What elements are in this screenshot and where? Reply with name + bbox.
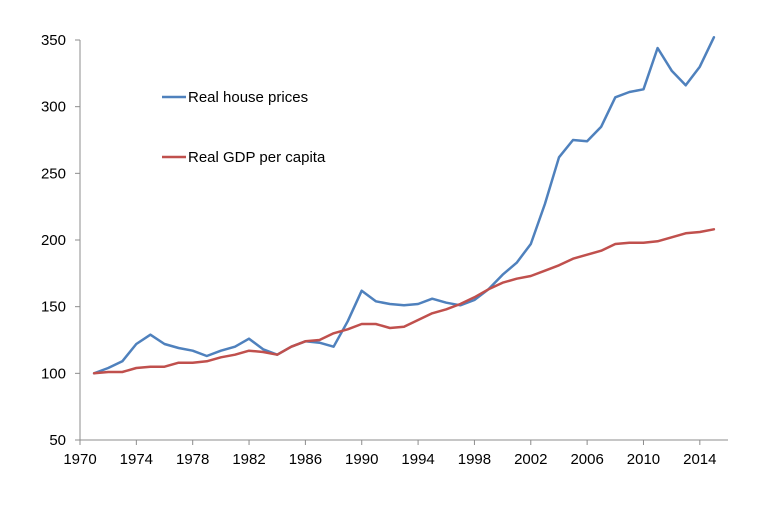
x-tick-label: 1974 [120,451,153,468]
y-tick-label: 50 [49,432,66,449]
x-tick-label: 1970 [63,451,96,468]
y-tick-label: 350 [41,32,66,49]
series-line-real-house-prices [92,36,716,375]
legend: Real house prices Real GDP per capita [162,89,326,166]
legend-label: Real GDP per capita [188,149,326,166]
y-tick-label: 150 [41,299,66,316]
x-tick-label: 2014 [683,451,716,468]
y-tick-label: 250 [41,165,66,182]
x-tick-label: 2002 [514,451,547,468]
x-tick-label: 2010 [627,451,660,468]
series-line-real-gdp-per-capita [92,228,716,375]
series-lines [92,36,716,375]
axes: 50 100 150 200 250 300 350 1970 1974 1978 1982 1986… [41,32,728,468]
y-tick-label: 100 [41,365,66,382]
x-tick-label: 1998 [458,451,491,468]
y-tick-label: 300 [41,99,66,116]
x-tick-label: 2006 [570,451,603,468]
x-tick-label: 1994 [401,451,434,468]
x-tick-label: 1990 [345,451,378,468]
legend-label: Real house prices [188,89,308,106]
x-tick-label: 1982 [232,451,265,468]
y-tick-label: 200 [41,232,66,249]
x-tick-label: 1978 [176,451,209,468]
x-tick-label: 1986 [289,451,322,468]
